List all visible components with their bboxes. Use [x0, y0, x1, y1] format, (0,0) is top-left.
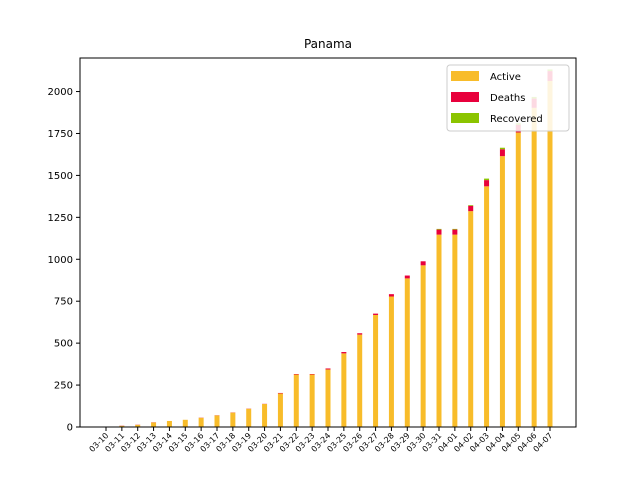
bar-active-04-05	[515, 132, 521, 427]
bar-active-03-19	[246, 408, 252, 427]
bar-active-03-26	[357, 334, 363, 427]
bar-deaths-04-04	[499, 149, 505, 157]
bar-active-03-25	[341, 353, 347, 427]
bar-deaths-03-25	[341, 352, 347, 354]
bar-deaths-03-22	[293, 374, 299, 375]
bar-active-04-06	[531, 107, 537, 427]
y-tick-label: 1000	[48, 255, 73, 266]
legend-swatch-recovered	[451, 113, 479, 123]
bar-deaths-03-27	[373, 313, 379, 315]
legend-swatch-active	[451, 71, 479, 81]
bar-active-03-12	[135, 424, 141, 427]
bar-deaths-03-31	[436, 229, 442, 235]
bar-deaths-03-21	[277, 392, 283, 394]
bar-active-03-11	[119, 425, 125, 427]
legend: Active Deaths Recovered	[446, 64, 570, 132]
bar-active-03-22	[293, 374, 299, 427]
bar-active-03-13	[151, 422, 157, 427]
bar-deaths-04-03	[484, 180, 490, 187]
y-tick-label: 2000	[48, 87, 73, 98]
legend-label-deaths: Deaths	[490, 93, 525, 104]
y-tick-label: 500	[54, 339, 73, 350]
axes-layer: 02505007501000125015001750200003-1003-11…	[48, 57, 577, 454]
bar-active-03-30	[420, 265, 426, 427]
bar-active-03-21	[277, 393, 283, 427]
bar-recovered-04-01	[452, 228, 458, 230]
bars-layer	[103, 69, 553, 427]
legend-label-active: Active	[490, 72, 521, 83]
chart-title: Panama	[304, 37, 352, 51]
bar-deaths-03-30	[420, 261, 426, 266]
bar-active-04-02	[468, 211, 474, 427]
legend-label-recovered: Recovered	[490, 114, 543, 125]
y-tick-label: 1750	[48, 129, 73, 140]
bar-active-03-18	[230, 412, 236, 427]
bar-active-03-23	[309, 374, 315, 427]
bar-active-03-24	[325, 369, 331, 427]
y-tick-label: 250	[54, 381, 73, 392]
bar-recovered-04-04	[499, 147, 505, 150]
legend-swatch-deaths	[451, 92, 479, 102]
bar-recovered-04-03	[484, 178, 490, 181]
bar-deaths-04-02	[468, 205, 474, 212]
bar-active-04-01	[452, 234, 458, 427]
bar-deaths-03-29	[404, 275, 410, 279]
bar-active-03-27	[373, 314, 379, 427]
y-tick-label: 1500	[48, 171, 73, 182]
bar-active-03-15	[182, 419, 188, 427]
y-tick-label: 0	[67, 423, 73, 434]
bar-deaths-04-01	[452, 229, 458, 235]
bar-active-04-07	[547, 80, 553, 427]
bar-active-03-20	[262, 404, 268, 427]
bar-active-04-04	[499, 156, 505, 427]
bar-deaths-03-26	[357, 333, 363, 335]
y-tick-label: 1250	[48, 213, 73, 224]
bar-active-03-29	[404, 278, 410, 427]
bar-recovered-04-02	[468, 205, 474, 206]
bar-active-03-28	[388, 296, 394, 427]
bar-recovered-03-31	[436, 228, 442, 230]
bar-active-03-17	[214, 415, 220, 427]
bar-deaths-03-23	[309, 374, 315, 375]
bar-deaths-03-24	[325, 368, 331, 370]
bar-active-04-03	[484, 186, 490, 427]
bar-active-03-31	[436, 234, 442, 427]
bar-active-03-14	[166, 420, 172, 427]
y-tick-label: 750	[54, 297, 73, 308]
bar-deaths-03-28	[388, 294, 394, 297]
bar-active-03-16	[198, 417, 204, 427]
